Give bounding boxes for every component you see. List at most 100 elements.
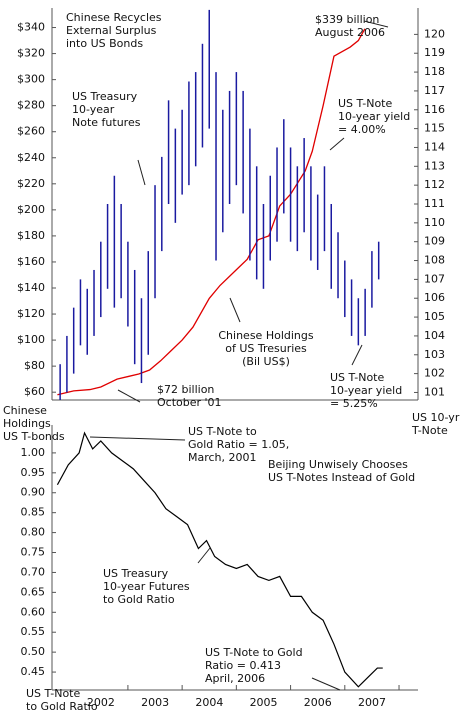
x-tick-label: 2003: [141, 696, 169, 709]
annotation: April, 2006: [205, 672, 265, 685]
series-label: US Treasury: [103, 567, 169, 580]
annotation: Gold Ratio = 1.05,: [188, 438, 289, 451]
series-label: of US Tresuries: [225, 342, 307, 355]
y2-axis-label: T-Note: [411, 424, 448, 437]
annotation: US T-Note to Gold: [205, 646, 303, 659]
x-tick-label: 2002: [87, 696, 115, 709]
leader-line: [311, 677, 341, 691]
y-tick-label: 0.80: [21, 526, 46, 539]
y-tick-label: 0.55: [21, 625, 46, 638]
y-tick-label: $160: [17, 255, 45, 268]
y-tick-label: $220: [17, 177, 45, 190]
y2-tick-label: 103: [424, 348, 445, 361]
y-tick-label: $240: [17, 151, 45, 164]
y2-tick-label: 110: [424, 216, 445, 229]
y-tick-label: $200: [17, 203, 45, 216]
annotation: 10-year yield: [330, 384, 402, 397]
y-tick-label: $80: [24, 359, 45, 372]
series-label: 10-year Futures: [103, 580, 190, 593]
y-axis-label: Holdings: [3, 417, 51, 430]
y-tick-label: $120: [17, 307, 45, 320]
y2-tick-label: 107: [424, 272, 445, 285]
chart-title: Beijing Unwisely Chooses: [268, 458, 408, 471]
annotation: March, 2001: [188, 451, 257, 464]
y-tick-label: 0.85: [21, 506, 46, 519]
y2-tick-label: 102: [424, 367, 445, 380]
y-tick-label: 0.45: [21, 665, 46, 678]
leader-line: [363, 20, 389, 28]
x-tick-label: 2007: [358, 696, 386, 709]
chart-title: External Surplus: [66, 24, 157, 37]
annotation: October '01: [157, 396, 222, 409]
annotation: = 4.00%: [338, 123, 386, 136]
annotation: $72 billion: [157, 383, 214, 396]
y2-tick-label: 116: [424, 103, 445, 116]
y-tick-label: 0.60: [21, 605, 46, 618]
series-label: 10-year: [72, 103, 115, 116]
x-tick-label: 2006: [304, 696, 332, 709]
leader-line: [137, 159, 146, 186]
series-label: Note futures: [72, 116, 141, 129]
leader-line: [117, 389, 141, 403]
leader-line: [351, 344, 363, 366]
annotation: US T-Note to: [188, 425, 257, 438]
annotation: Ratio = 0.413: [205, 659, 281, 672]
annotation: $339 billion: [315, 13, 379, 26]
chart-title: US T-Notes Instead of Gold: [268, 471, 415, 484]
y2-tick-label: 104: [424, 329, 445, 342]
x-tick-label: 2004: [195, 696, 223, 709]
annotation: August 2006: [315, 26, 385, 39]
y2-tick-label: 119: [424, 46, 445, 59]
annotation: US T-Note: [330, 371, 384, 384]
series-label: US Treasury: [72, 90, 138, 103]
series-label: Chinese Holdings: [218, 329, 313, 342]
y-tick-label: $60: [24, 385, 45, 398]
y-tick-label: $340: [17, 21, 45, 34]
y-tick-label: 1.00: [21, 446, 46, 459]
leader-line: [89, 436, 186, 441]
chart-title: Chinese Recycles: [66, 11, 162, 24]
annotation: 10-year yield: [338, 110, 410, 123]
y2-tick-label: 111: [424, 197, 445, 210]
leader-line: [197, 547, 211, 564]
y2-tick-label: 105: [424, 310, 445, 323]
leader-line: [229, 297, 241, 323]
y-axis-label: Chinese: [3, 404, 47, 417]
y-tick-label: $140: [17, 281, 45, 294]
y2-tick-label: 113: [424, 159, 445, 172]
series-label: (Bil US$): [242, 355, 290, 368]
y-tick-label: 0.95: [21, 466, 46, 479]
y2-tick-label: 109: [424, 235, 445, 248]
y2-tick-label: 108: [424, 254, 445, 267]
y-tick-label: 0.70: [21, 565, 46, 578]
x-tick-label: 2005: [250, 696, 278, 709]
y2-tick-label: 117: [424, 84, 445, 97]
y-tick-label: $100: [17, 333, 45, 346]
leader-line: [329, 137, 345, 151]
y-axis-label: US T-Note: [26, 687, 80, 700]
ratio-line: [56, 431, 383, 688]
y2-tick-label: 106: [424, 291, 445, 304]
y-tick-label: $280: [17, 99, 45, 112]
y2-tick-label: 118: [424, 65, 445, 78]
y2-tick-label: 115: [424, 122, 445, 135]
y-tick-label: $260: [17, 125, 45, 138]
series-label: to Gold Ratio: [103, 593, 175, 606]
y2-axis-label: US 10-yr: [412, 411, 460, 424]
y-axis-label: US T-bonds: [3, 430, 65, 443]
y-tick-label: 0.90: [21, 486, 46, 499]
y2-tick-label: 120: [424, 27, 445, 40]
annotation: US T-Note: [338, 97, 392, 110]
chart-title: into US Bonds: [66, 37, 143, 50]
holdings-line: [57, 28, 366, 396]
annotation: = 5.25%: [330, 397, 378, 410]
y2-tick-label: 112: [424, 178, 445, 191]
y-tick-label: $180: [17, 229, 45, 242]
y-tick-label: $320: [17, 47, 45, 60]
y-tick-label: 0.50: [21, 645, 46, 658]
y2-tick-label: 114: [424, 140, 445, 153]
y-tick-label: 0.75: [21, 546, 46, 559]
y-tick-label: 0.65: [21, 585, 46, 598]
y-axis-label: to Gold Ratio: [26, 700, 98, 713]
